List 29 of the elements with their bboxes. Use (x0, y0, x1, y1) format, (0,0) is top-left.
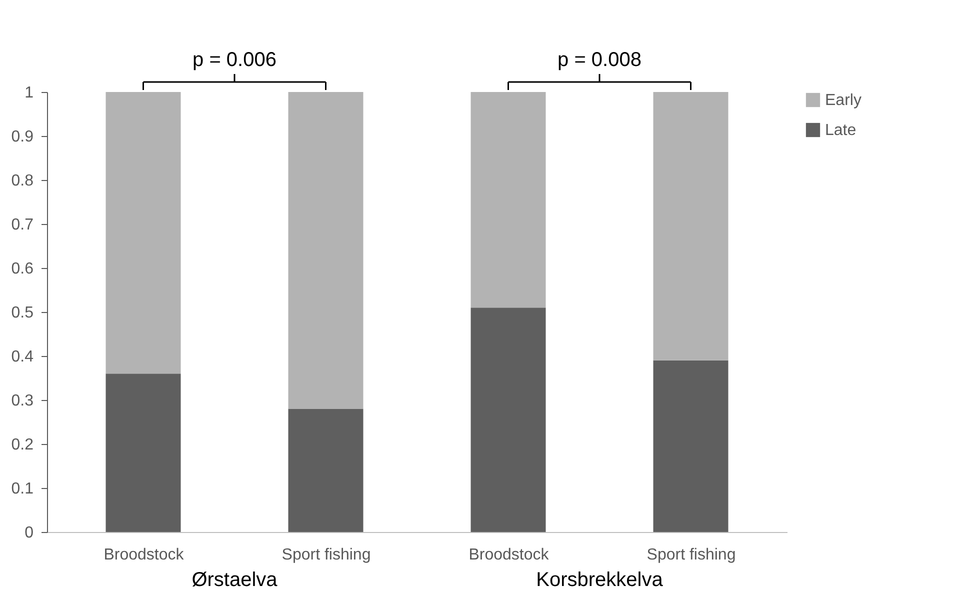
y-tick-label: 0.4 (11, 348, 34, 366)
x-tick-label: Broodstock (468, 546, 550, 564)
bar (288, 92, 364, 409)
bar (470, 92, 546, 308)
y-tick-label: 0.1 (11, 480, 34, 498)
y-tick-label: 0.9 (11, 128, 34, 146)
x-tick-label: Sport fishing (646, 546, 736, 564)
text: Ørstaelva (192, 569, 278, 591)
bar (288, 408, 364, 532)
y-tick-label: 0 (24, 524, 34, 542)
y-tick-label: 1 (24, 84, 34, 102)
bar (653, 360, 728, 532)
bar (470, 308, 546, 532)
text: p = 0.008 (558, 49, 642, 71)
y-tick-label: 0.3 (11, 392, 34, 410)
x-tick-label: Broodstock (104, 546, 185, 564)
y-tick-label: 0.2 (11, 436, 34, 454)
y-tick-label: 0.8 (11, 172, 34, 190)
bar (653, 92, 728, 360)
text: p = 0.006 (192, 49, 276, 71)
text: Korsbrekkelva (536, 569, 664, 591)
y-tick-label: 0.6 (11, 260, 34, 278)
legend-label: Late (825, 122, 856, 139)
bar (106, 374, 181, 532)
bar (106, 92, 181, 374)
y-tick-label: 0.5 (11, 304, 34, 322)
x-tick-label: Sport fishing (282, 546, 371, 564)
legend-label: Early (825, 92, 862, 109)
y-tick-label: 0.7 (11, 216, 34, 234)
